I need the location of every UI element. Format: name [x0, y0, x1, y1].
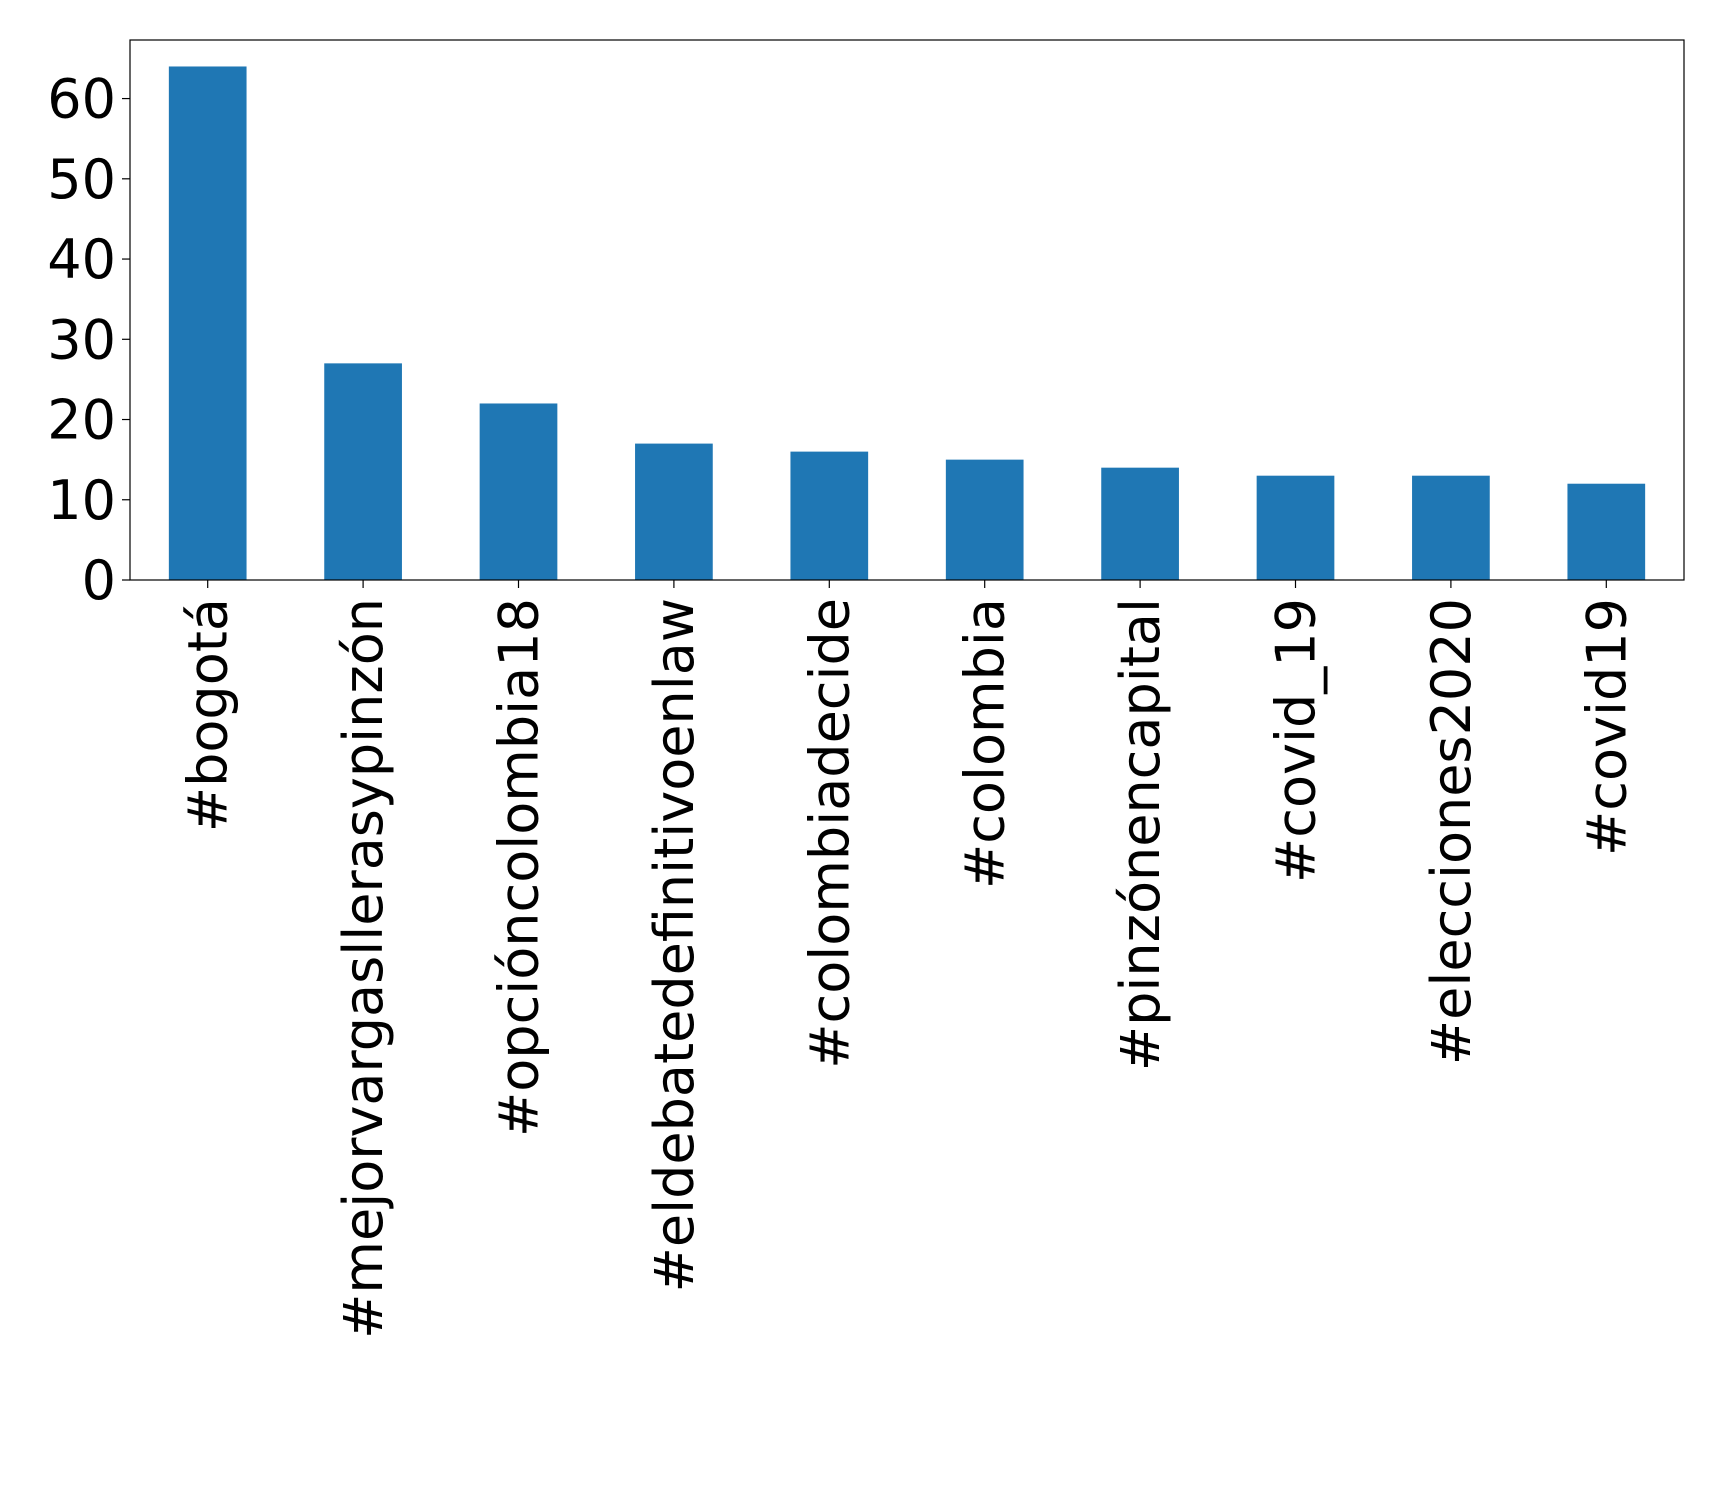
x-tick-label: #bogotá [177, 598, 240, 832]
x-tick-label: #eldebatedefinitivoenlaw [643, 598, 706, 1292]
y-tick-label: 60 [47, 68, 116, 131]
bar [1567, 483, 1646, 580]
bar [1101, 467, 1179, 580]
bar [479, 403, 558, 580]
y-tick-label: 10 [47, 469, 116, 532]
bar [945, 459, 1024, 580]
y-tick-label: 20 [47, 389, 116, 452]
x-tick-label: #opcióncolombia18 [488, 598, 551, 1137]
x-tick-label: #covid_19 [1265, 598, 1328, 883]
x-tick-label: #colombiadecide [798, 598, 861, 1069]
plot-frame [129, 39, 1685, 581]
bar [1412, 475, 1490, 580]
y-tick-label: 0 [82, 549, 116, 612]
y-tick-label: 30 [47, 308, 116, 371]
bar [790, 451, 869, 580]
x-tick-label: #elecciones2020 [1420, 598, 1483, 1065]
y-tick-label: 40 [47, 228, 116, 291]
x-tick-label: #colombia [954, 598, 1017, 889]
y-tick-label: 50 [47, 148, 116, 211]
bar [1256, 475, 1335, 580]
bar [324, 363, 402, 580]
bar [635, 443, 713, 580]
x-tick-label: #mejorvargasllerasypinzón [332, 598, 395, 1339]
x-tick-label: #pinzónencapital [1109, 598, 1172, 1071]
bar [168, 66, 247, 580]
x-tick-label: #covid19 [1575, 598, 1638, 856]
